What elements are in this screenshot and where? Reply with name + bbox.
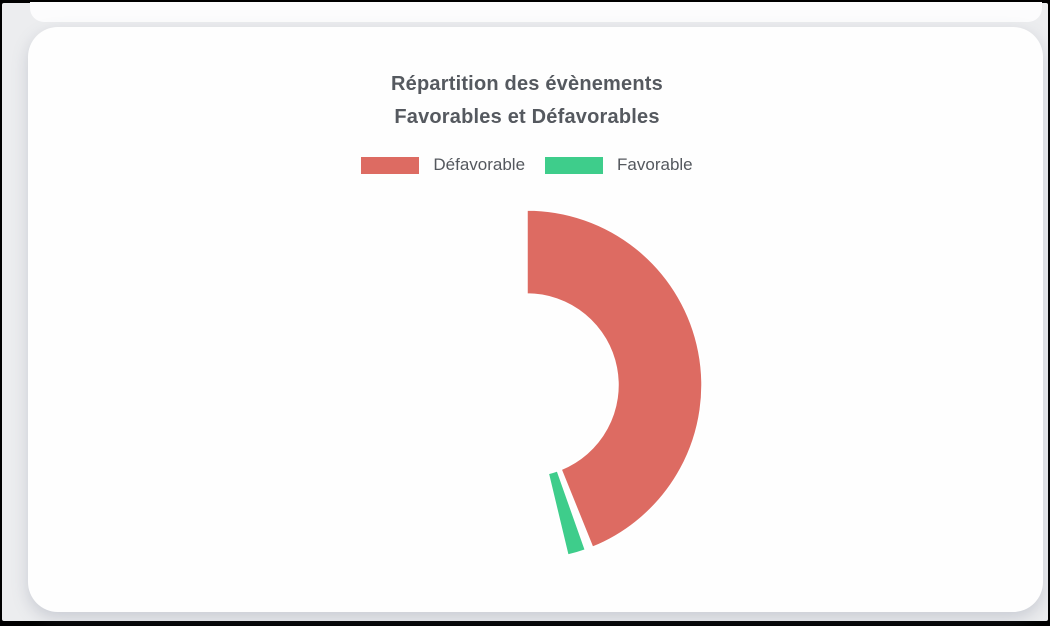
chart-legend: Défavorable Favorable <box>28 155 1026 175</box>
chart-title-line2: Favorables et Défavorables <box>394 106 660 128</box>
doughnut-segment-défavorable[interactable] <box>526 209 703 549</box>
legend-label-favorable: Favorable <box>617 155 693 174</box>
chart-title: Répartition des évènements Favorables et… <box>28 68 1026 134</box>
legend-swatch-defavorable <box>361 156 420 174</box>
chart-title-line1: Répartition des évènements <box>391 73 663 95</box>
legend-label-defavorable: Défavorable <box>433 155 526 174</box>
legend-item-defavorable[interactable]: Défavorable <box>361 155 525 175</box>
legend-item-favorable[interactable]: Favorable <box>545 155 693 175</box>
top-card-edge <box>30 2 1042 22</box>
chart-area: Répartition des évènements Favorables et… <box>28 27 1026 612</box>
doughnut-segment-favorable[interactable] <box>547 470 587 556</box>
chart-card: Répartition des évènements Favorables et… <box>28 27 1043 612</box>
doughnut-chart[interactable] <box>347 205 707 565</box>
legend-swatch-favorable <box>545 156 604 174</box>
